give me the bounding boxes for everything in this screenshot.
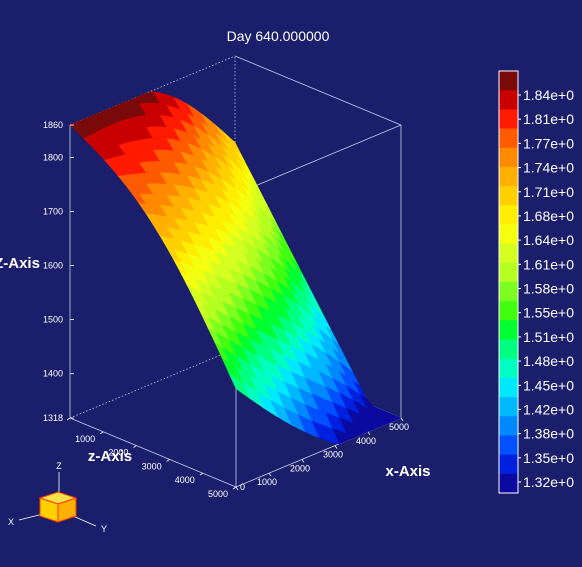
surface-plot	[69, 91, 402, 445]
horizontal-tick-label: 3000	[323, 450, 343, 460]
colorbar-swatch	[499, 166, 518, 187]
box-edge	[234, 55, 402, 126]
colorbar-label: 1.51e+0	[523, 329, 574, 345]
depth-tick-label: 4000	[175, 475, 195, 485]
depth-tick	[232, 486, 237, 490]
colorbar-label: 1.84e+0	[523, 87, 574, 103]
horizontal-tick-label: 2000	[290, 463, 310, 473]
colorbar-frame	[498, 70, 519, 494]
colorbar-label: 1.74e+0	[523, 160, 574, 176]
horizontal-tick-label: 5000	[389, 422, 409, 432]
colorbar-swatch	[499, 243, 518, 264]
depth-tick-label: 3000	[142, 461, 162, 471]
colorbar-label: 1.48e+0	[523, 353, 574, 369]
gizmo-axis-label: Z	[56, 461, 62, 471]
colorbar-swatch	[499, 147, 518, 168]
depth-tick	[99, 431, 104, 435]
horizontal-tick	[235, 486, 239, 491]
depth-tick	[133, 445, 137, 448]
colorbar-label: 1.77e+0	[523, 135, 574, 151]
colorbar-swatch	[499, 301, 518, 321]
box-edge	[235, 124, 402, 195]
vertical-tick-label: 1500	[43, 315, 63, 325]
colorbar-label: 1.42e+0	[523, 401, 574, 417]
colorbar-label: 1.61e+0	[523, 256, 574, 272]
colorbar-label: 1.35e+0	[523, 450, 574, 466]
colorbar-label: 1.32e+0	[523, 474, 574, 490]
vertical-tick-label: 1800	[43, 152, 63, 162]
colorbar-label: 1.58e+0	[523, 281, 574, 297]
vertical-axis-label: Z-Axis	[0, 255, 40, 272]
colorbar-label: 1.45e+0	[523, 377, 574, 393]
horizontal-tick	[334, 445, 338, 449]
depth-tick-label: 2000	[108, 448, 128, 458]
colorbar-swatch	[499, 282, 518, 302]
colorbar-swatch	[499, 339, 518, 360]
colorbar-swatch	[499, 454, 518, 475]
colorbar-swatch	[499, 416, 518, 436]
orientation-gizmo: Z X Y	[8, 461, 107, 534]
colorbar-swatch	[499, 262, 518, 283]
colorbar-swatch	[499, 205, 518, 225]
axes-group: 1318 1400 1500 1600 1700 1800 1860 1000 2000 3000…	[43, 120, 409, 499]
horizontal-tick-label: 1000	[257, 477, 277, 487]
horizontal-axis-label: x-Axis	[385, 463, 430, 480]
colorbar-label: 1.38e+0	[523, 426, 574, 442]
colorbar-swatch	[499, 320, 518, 341]
vertical-tick-label: 1318	[43, 413, 63, 423]
colorbar-swatch	[499, 128, 518, 149]
vertical-tick-label: 1400	[43, 369, 63, 379]
colorbar-label: 1.81e+0	[523, 111, 574, 127]
horizontal-tick	[367, 431, 371, 436]
horizontal-tick	[400, 417, 404, 422]
vertical-tick-label: 1700	[43, 206, 63, 216]
box-edge	[69, 417, 237, 488]
horizontal-tick	[268, 472, 272, 477]
colorbar-label: 1.55e+0	[523, 305, 574, 321]
colorbar-swatch	[499, 186, 518, 206]
depth-tick	[199, 472, 204, 476]
colorbar-label: 1.64e+0	[523, 232, 574, 248]
gizmo-axis-label: Y	[101, 524, 107, 534]
chart-title: Day 640.000000	[227, 28, 330, 44]
gizmo-axis-label: X	[8, 517, 14, 527]
vertical-tick-label: 1860	[43, 120, 63, 130]
horizontal-tick-label: 4000	[356, 436, 376, 446]
horizontal-tick	[301, 459, 305, 463]
vertical-tick-label: 1600	[43, 261, 63, 271]
box-edge	[69, 348, 236, 419]
gizmo-cube-right	[57, 497, 77, 523]
colorbar-swatch	[499, 71, 518, 91]
depth-tick-label: 1000	[75, 434, 95, 444]
colorbar-label: 1.71e+0	[523, 184, 574, 200]
surface-cell	[228, 372, 244, 395]
colorbar-swatch	[499, 109, 518, 130]
colorbar-swatch	[499, 473, 518, 494]
depth-tick	[66, 417, 71, 421]
colorbar-swatch	[499, 377, 518, 398]
depth-tick-label: 5000	[208, 489, 228, 499]
colorbar-label: 1.68e+0	[523, 208, 574, 224]
colorbar-swatch	[499, 90, 518, 110]
colorbar: 1.84e+0 1.81e+0 1.77e+0 1.74e+0 1.71e+0 1.68e…	[498, 70, 574, 494]
horizontal-tick-label: 0	[240, 482, 245, 492]
colorbar-swatch	[499, 358, 518, 379]
colorbar-swatch	[499, 224, 518, 245]
colorbar-swatch	[499, 397, 518, 417]
depth-axis-label: z-Axis	[88, 448, 132, 465]
depth-tick	[166, 459, 170, 462]
colorbar-swatch	[499, 435, 518, 456]
